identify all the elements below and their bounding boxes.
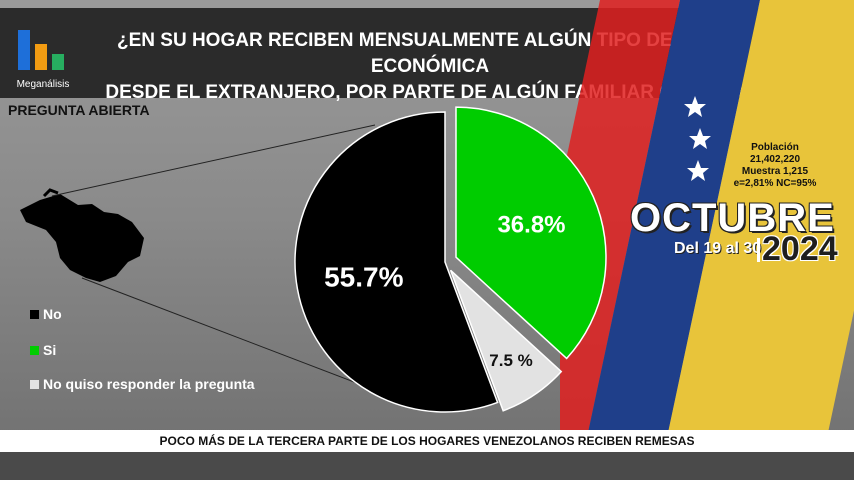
legend-item-si: Si <box>30 342 56 358</box>
question-type-label: PREGUNTA ABIERTA <box>8 102 150 118</box>
legend-label-no: No <box>43 306 62 322</box>
pie-slice-si <box>455 106 607 360</box>
stats-population: 21,402,220 <box>749 154 801 165</box>
period-year: 2024 <box>762 230 838 268</box>
data-label-si: 36.8% <box>497 211 565 238</box>
zoom-line-bottom <box>81 277 376 391</box>
bottom-band <box>0 452 854 480</box>
period-separator <box>757 238 760 262</box>
legend-item-no-responde: No quiso responder la pregunta <box>30 376 255 392</box>
period-days: Del 19 al 30 <box>674 240 762 257</box>
period-month: OCTUBRE <box>630 196 835 240</box>
footer-caption: POCO MÁS DE LA TERCERA PARTE DE LOS HOGA… <box>0 430 854 452</box>
logo-bar-green-icon <box>52 54 64 70</box>
logo-text: Meganálisis <box>16 79 70 90</box>
legend-label-no-responde: No quiso responder la pregunta <box>43 376 255 392</box>
stats-error: e=2,81% NC=95% <box>733 178 817 189</box>
logo-bar-orange-icon <box>35 44 47 70</box>
venezuela-map-icon <box>20 188 144 282</box>
stats-label: Población <box>751 142 799 153</box>
legend-swatch-no-responde <box>30 379 39 389</box>
legend-item-no: No <box>30 306 62 322</box>
pie-slice-no-responde <box>449 269 563 412</box>
stats-sample: Muestra 1,215 <box>741 166 809 177</box>
pie-slice-no <box>294 111 499 413</box>
legend-swatch-no <box>30 309 39 319</box>
legend-label-si: Si <box>43 342 57 358</box>
star-icons <box>684 96 711 181</box>
logo-bar-blue-icon <box>18 30 30 70</box>
data-label-no-responde: 7.5 % <box>489 351 532 370</box>
meganalisis-logo: Meganálisis <box>12 22 74 92</box>
zoom-line-top <box>51 124 376 197</box>
survey-stats: Población 21,402,220 Muestra 1,215 e=2,8… <box>700 142 850 190</box>
title-line-1: ¿EN SU HOGAR RECIBEN MENSUALMENTE ALGÚN … <box>117 30 743 77</box>
data-label-no: 55.7% <box>324 261 403 292</box>
legend-swatch-si <box>30 345 39 355</box>
